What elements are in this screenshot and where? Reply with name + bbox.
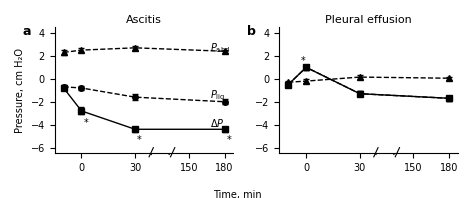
Text: $P_\mathrm{liq}$: $P_\mathrm{liq}$ — [210, 89, 226, 103]
Text: $\Delta P$: $\Delta P$ — [210, 117, 225, 129]
Text: *: * — [137, 135, 142, 145]
Text: Time, min: Time, min — [213, 190, 261, 198]
Bar — [374, 16, 399, 165]
Text: *: * — [301, 56, 306, 66]
Bar — [149, 16, 174, 165]
Text: a: a — [22, 25, 31, 38]
Title: Ascitis: Ascitis — [126, 15, 162, 25]
Y-axis label: Pressure, cm H₂O: Pressure, cm H₂O — [15, 48, 25, 133]
Title: Pleural effusion: Pleural effusion — [325, 15, 412, 25]
Text: *: * — [83, 118, 88, 128]
Text: b: b — [247, 25, 256, 38]
Text: $P_\mathrm{abd}$: $P_\mathrm{abd}$ — [210, 41, 230, 55]
Text: *: * — [226, 135, 231, 145]
